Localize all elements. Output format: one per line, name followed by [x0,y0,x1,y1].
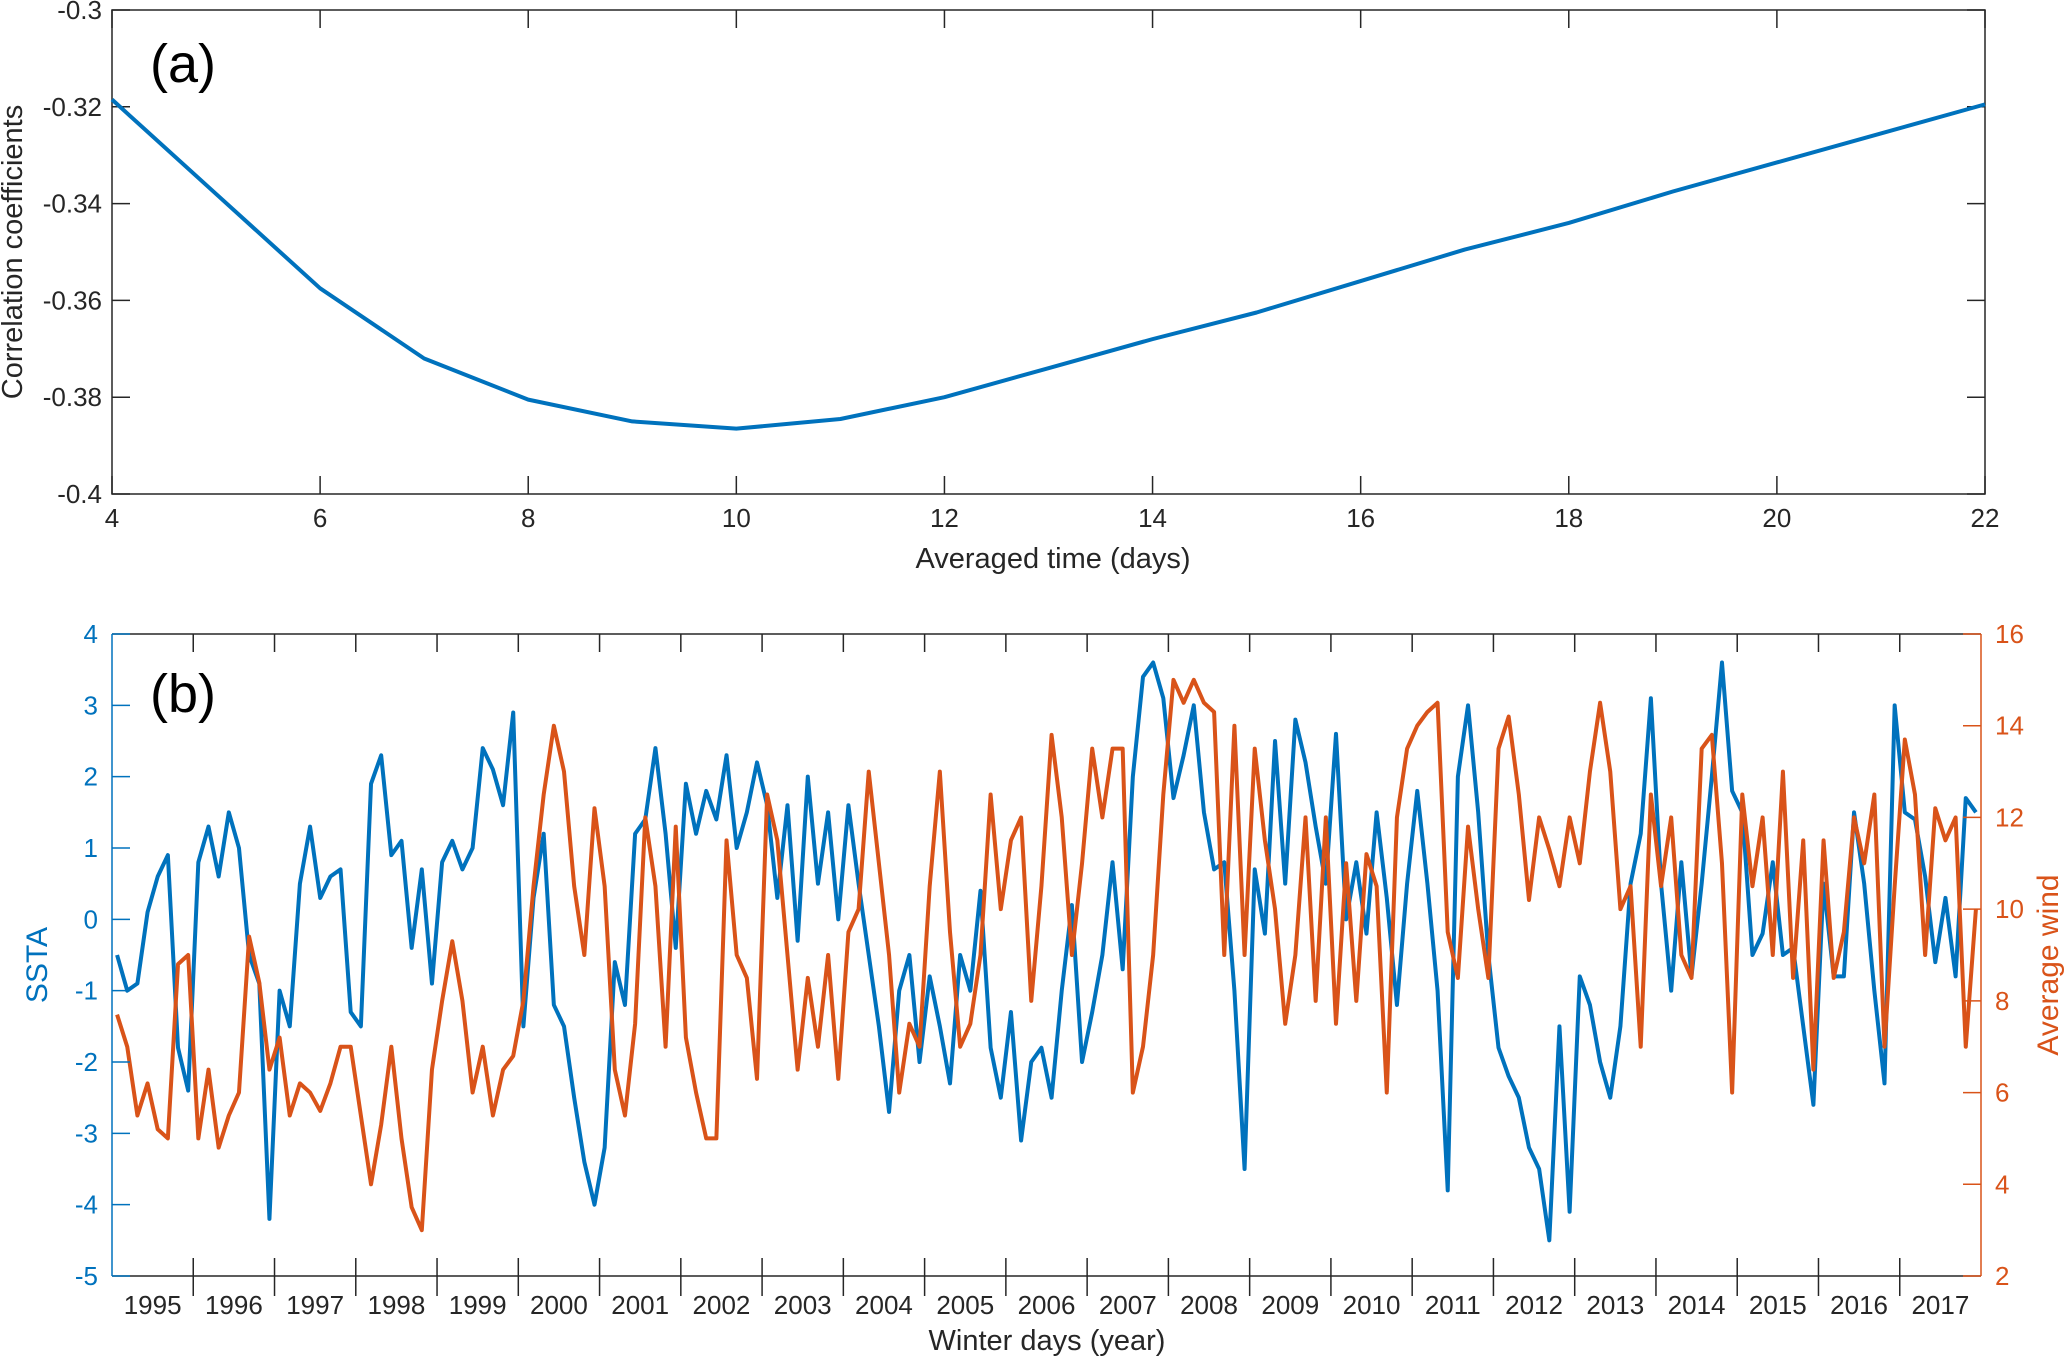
year-label: 1997 [286,1290,344,1320]
year-label: 2014 [1668,1290,1726,1320]
x-tick-label-a: 6 [313,503,327,533]
panel-b-ylabel-left: SSTA [21,927,54,1003]
y-tick-label-left-b: -3 [75,1118,98,1148]
y-tick-label-left-b: -1 [75,976,98,1006]
x-tick-label-a: 4 [105,503,119,533]
axes-box-a [111,9,1986,495]
year-label: 2005 [936,1290,994,1320]
y-tick-label-a: -0.32 [43,92,102,122]
x-tick-label-a: 16 [1346,503,1375,533]
panel-b-label: (b) [150,664,216,724]
y-tick-label-left-b: 0 [84,904,98,934]
year-label: 1995 [124,1290,182,1320]
ssta-line [115,660,1978,1243]
y-tick-label-right-b: 2 [1995,1261,2009,1291]
year-label: 2016 [1830,1290,1888,1320]
y-tick-label-right-b: 4 [1995,1169,2009,1199]
y-tick-label-left-b: -2 [75,1047,98,1077]
year-label: 2007 [1099,1290,1157,1320]
year-label: 2001 [611,1290,669,1320]
y-tick-label-right-b: 10 [1995,894,2024,924]
y-tick-label-right-b: 8 [1995,986,2009,1016]
x-tick-label-a: 22 [1971,503,2000,533]
year-label: 2015 [1749,1290,1807,1320]
year-label: 2000 [530,1290,588,1320]
year-label: 2011 [1425,1290,1481,1320]
y-tick-label-right-b: 14 [1995,711,2024,741]
y-tick-label-left-b: 4 [84,619,98,649]
y-tick-label-left-b: 1 [84,833,98,863]
year-label: 2012 [1505,1290,1563,1320]
x-tick-label-a: 20 [1762,503,1791,533]
year-label: 1996 [205,1290,263,1320]
y-tick-label-left-b: 2 [84,762,98,792]
year-label: 1999 [449,1290,507,1320]
panel-a-label: (a) [150,34,216,94]
x-tick-label-a: 10 [722,503,751,533]
y-tick-label-a: -0.4 [57,479,102,509]
correlation-line [110,98,1986,431]
year-label: 1998 [367,1290,425,1320]
year-label: 2006 [1018,1290,1076,1320]
year-label: 2010 [1343,1290,1401,1320]
y-tick-label-left-b: 3 [84,690,98,720]
year-label: 2013 [1586,1290,1644,1320]
y-tick-label-right-b: 16 [1995,619,2024,649]
year-label: 2017 [1911,1290,1969,1320]
panel-b: 1995 1996 1997 1998 1999 2000 2001 2002 2003 2004… [75,619,2024,1320]
panel-a-ylabel: Correlation coefficients [0,105,29,399]
x-tick-label-a: 12 [930,503,959,533]
y-tick-label-a: -0.38 [43,382,102,412]
x-tick-label-a: 18 [1554,503,1583,533]
y-tick-label-left-b: -5 [75,1261,98,1291]
panel-a: 4 6 8 10 12 14 16 18 20 22 -0.4 -0.38 -0.36 -0.34 -0.3… [43,0,2000,533]
panel-a-xlabel: Averaged time (days) [915,543,1190,575]
y-tick-label-left-b: -4 [75,1190,98,1220]
panel-b-ylabel-right: Average wind [2032,874,2065,1055]
y-tick-label-right-b: 12 [1995,802,2024,832]
y-tick-label-a: -0.34 [43,189,102,219]
year-label: 2009 [1261,1290,1319,1320]
year-label: 2003 [774,1290,832,1320]
wind-line [115,677,1978,1233]
y-tick-label-a: -0.36 [43,285,102,315]
panel-b-xlabel: Winter days (year) [929,1325,1166,1356]
y-tick-label-a: -0.3 [57,0,102,25]
year-label: 2002 [693,1290,751,1320]
year-label: 2008 [1180,1290,1238,1320]
x-tick-label-a: 8 [521,503,535,533]
year-label: 2004 [855,1290,913,1320]
x-tick-label-a: 14 [1138,503,1167,533]
y-tick-label-right-b: 6 [1995,1078,2009,1108]
